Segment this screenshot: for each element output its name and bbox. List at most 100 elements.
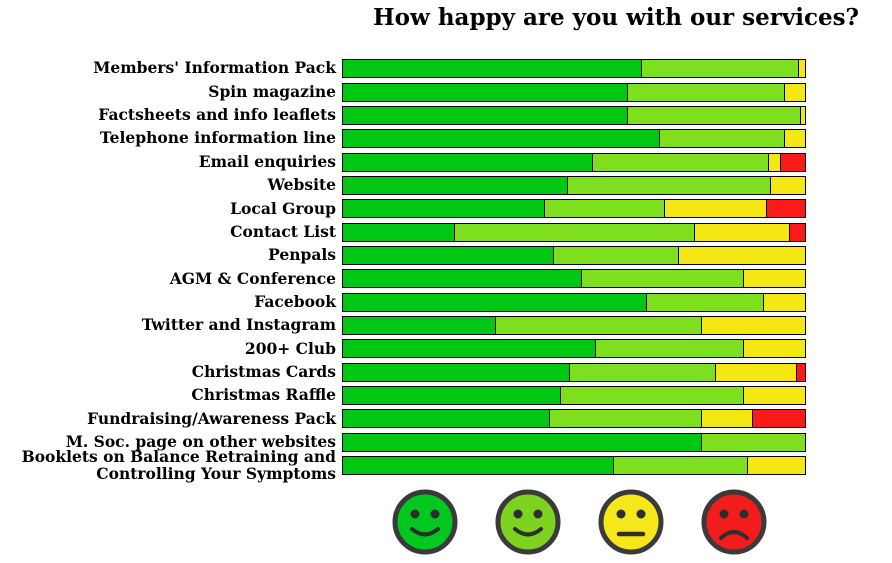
segment-happy — [701, 433, 805, 451]
happy-face — [495, 489, 561, 559]
segment-happy — [594, 340, 743, 358]
stacked-bar — [342, 269, 806, 289]
stacked-bar — [342, 105, 806, 125]
chart-row: Telephone information line — [0, 127, 892, 150]
segment-happy — [580, 270, 743, 288]
segment-neutral — [798, 60, 805, 78]
segment-very-happy — [343, 457, 614, 475]
segment-neutral — [747, 457, 805, 475]
segment-happy — [592, 153, 769, 171]
segment-happy — [627, 106, 801, 124]
chart-row: Penpals — [0, 244, 892, 267]
chart-row: Booklets on Balance Retraining and Contr… — [0, 448, 892, 481]
segment-happy — [640, 60, 799, 78]
chart-row: Members' Information Pack — [0, 57, 892, 80]
stacked-bar — [342, 152, 806, 172]
chart-row: Contact List — [0, 220, 892, 243]
segment-very-happy — [343, 293, 646, 311]
category-label-website: Website — [267, 175, 336, 195]
stacked-bar — [342, 385, 806, 405]
happy-face-icon — [495, 489, 561, 555]
segment-very-happy — [343, 106, 628, 124]
stacked-bar — [342, 175, 806, 195]
legend — [392, 489, 767, 559]
chart-row: Factsheets and info leaflets — [0, 104, 892, 127]
segment-very-happy — [343, 246, 554, 264]
segment-neutral — [677, 246, 805, 264]
segment-neutral — [770, 176, 805, 194]
segment-very-happy — [343, 200, 544, 218]
segment-unhappy — [765, 200, 805, 218]
segment-neutral — [694, 223, 789, 241]
segment-happy — [627, 83, 785, 101]
segment-very-happy — [343, 340, 595, 358]
chart-row: Website — [0, 174, 892, 197]
chart-row: AGM & Conference — [0, 267, 892, 290]
chart-row: Christmas Raffle — [0, 384, 892, 407]
stacked-bar — [342, 315, 806, 335]
chart-row: Facebook — [0, 290, 892, 313]
segment-very-happy — [343, 433, 702, 451]
stacked-bar — [342, 199, 806, 219]
category-label-telephone-information-line: Telephone information line — [99, 128, 336, 148]
segment-happy — [495, 316, 702, 334]
segment-neutral — [800, 106, 805, 124]
stacked-bar — [342, 292, 806, 312]
category-label-contact-list: Contact List — [230, 221, 336, 241]
category-label-members-information-pack: Members' Information Pack — [93, 58, 336, 78]
category-label-penpals: Penpals — [268, 245, 336, 265]
segment-happy — [659, 130, 785, 148]
category-label-local-group: Local Group — [230, 198, 336, 218]
stacked-bar — [342, 339, 806, 359]
segment-neutral — [742, 270, 805, 288]
segment-very-happy — [343, 363, 570, 381]
segment-neutral — [664, 200, 766, 218]
category-label-factsheets-and-info-leaflets: Factsheets and info leaflets — [98, 105, 336, 125]
segment-neutral — [714, 363, 796, 381]
segment-happy — [553, 246, 678, 264]
neutral-face — [598, 489, 664, 559]
stacked-bar — [342, 82, 806, 102]
segment-neutral — [701, 316, 805, 334]
chart-row: 200+ Club — [0, 337, 892, 360]
very-happy-face — [392, 489, 458, 559]
category-label-m-soc-page-on-other-websites: M. Soc. page on other websites — [65, 431, 336, 451]
segment-happy — [453, 223, 695, 241]
segment-very-happy — [343, 130, 660, 148]
segment-happy — [613, 457, 748, 475]
stacked-bar — [342, 222, 806, 242]
category-label-christmas-cards: Christmas Cards — [191, 361, 336, 381]
segment-very-happy — [343, 410, 549, 428]
category-label-email-enquiries: Email enquiries — [198, 151, 336, 171]
segment-neutral — [784, 83, 805, 101]
segment-very-happy — [343, 176, 568, 194]
chart-row: Fundraising/Awareness Pack — [0, 407, 892, 430]
segment-unhappy — [779, 153, 805, 171]
segment-unhappy — [795, 363, 805, 381]
segment-unhappy — [788, 223, 805, 241]
neutral-face-icon — [598, 489, 664, 555]
category-label-agm-conference: AGM & Conference — [169, 268, 336, 288]
category-label-booklets-on-balance-retraining: Booklets on Balance Retraining and Contr… — [21, 447, 336, 483]
segment-very-happy — [343, 270, 581, 288]
chart-row: Email enquiries — [0, 150, 892, 173]
page-title: How happy are you with our services? — [372, 4, 860, 31]
segment-happy — [645, 293, 764, 311]
segment-happy — [567, 176, 771, 194]
category-label-200-club: 200+ Club — [244, 338, 336, 358]
chart-row: Spin magazine — [0, 80, 892, 103]
category-label-twitter-and-instagram: Twitter and Instagram — [141, 315, 336, 335]
segment-happy — [560, 386, 743, 404]
unhappy-face — [701, 489, 767, 559]
segment-neutral — [768, 153, 780, 171]
stacked-bar — [342, 362, 806, 382]
category-label-christmas-raffle: Christmas Raffle — [191, 385, 336, 405]
chart-row: Local Group — [0, 197, 892, 220]
segment-happy — [543, 200, 665, 218]
segment-very-happy — [343, 83, 628, 101]
chart-row: M. Soc. page on other websites — [0, 431, 892, 454]
segment-neutral — [701, 410, 752, 428]
category-label-fundraising-awareness-pack: Fundraising/Awareness Pack — [87, 408, 336, 428]
very-happy-face-icon — [392, 489, 458, 555]
segment-very-happy — [343, 386, 561, 404]
